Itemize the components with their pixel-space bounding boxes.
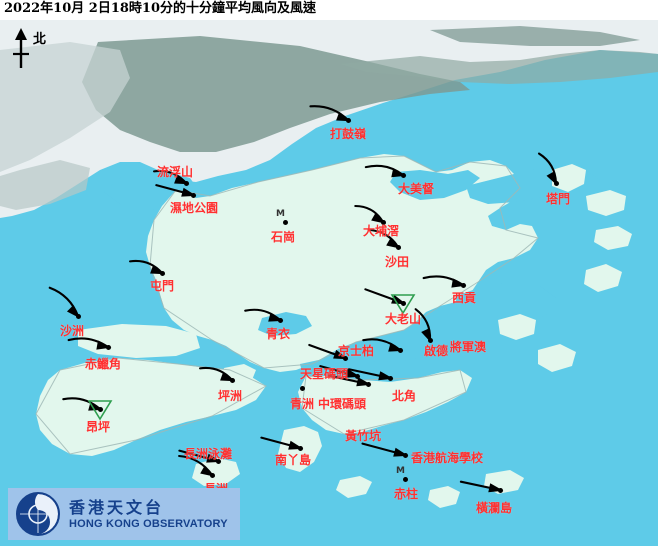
hko-wordmark: 香港天文台 HONG KONG OBSERVATORY (69, 498, 228, 531)
station-dot-sai-kung[interactable] (460, 282, 466, 288)
station-dot-tai-po-kau[interactable] (380, 219, 386, 225)
station-dot-wetland-park[interactable] (190, 192, 196, 198)
station-dot-sha-chau[interactable] (75, 313, 81, 319)
station-dot-lau-fau-shan[interactable] (183, 180, 189, 186)
station-dot-kai-tak[interactable] (397, 347, 403, 353)
map-canvas[interactable]: 打鼓嶺流浮山濕地公園 M 石崗 大美督塔門大埔滘沙田屯門沙洲赤鱲角 青衣 大老山 西貢將軍澳… (0, 20, 658, 546)
station-label-tai-po-kau[interactable]: 大埔滘 (363, 224, 400, 238)
station-dot-tseung-kwan-o[interactable] (427, 337, 433, 343)
station-dot-tates-cairn[interactable] (400, 300, 406, 306)
station-label-green-island[interactable]: 青洲 (290, 397, 315, 411)
station-label-sai-kung[interactable]: 西貢 (452, 291, 477, 305)
north-arrow-icon (13, 28, 29, 68)
wind-barb-layer (48, 105, 558, 493)
station-dot-tap-mun[interactable] (553, 180, 559, 186)
station-dot-cheung-chau-beach[interactable] (215, 458, 221, 464)
station-dot-central-pier[interactable] (365, 381, 371, 387)
station-label-kai-tak[interactable]: 啟德 (424, 344, 449, 358)
station-label-stanley[interactable]: 赤柱 (394, 487, 419, 501)
wind-barb-sai-kung (422, 275, 467, 288)
hko-name-cn: 香港天文台 (69, 497, 165, 517)
station-label-sea-school[interactable]: 香港航海學校 (411, 451, 484, 465)
station-label-tap-mun[interactable]: 塔門 (546, 192, 571, 206)
station-label-star-ferry[interactable]: 天星碼頭 (300, 367, 349, 381)
north-arrow: 北 (5, 26, 59, 72)
station-dot-sha-tin[interactable] (395, 244, 401, 250)
hko-logo: 香港天文台 HONG KONG OBSERVATORY (8, 488, 240, 540)
station-label-tsing-yi[interactable]: 青衣 (266, 327, 291, 341)
station-label-waglan-island[interactable]: 橫瀾島 (476, 501, 513, 515)
page-title: 2022年10月 2日18時10分的十分鐘平均風向及風速 (4, 1, 317, 16)
station-dot-stanley[interactable] (402, 476, 408, 482)
station-label-sha-chau[interactable]: 沙洲 (60, 324, 85, 338)
hko-swirl-logo-icon (16, 492, 60, 536)
station-label-central-pier[interactable]: 中環碼頭 (318, 397, 367, 411)
station-dot-peng-chau[interactable] (229, 377, 235, 383)
station-dot-sea-school[interactable] (402, 452, 408, 458)
station-dot-north-point[interactable] (387, 375, 393, 381)
station-dot-chek-lap-kok[interactable] (105, 344, 111, 350)
station-dot-green-island[interactable] (299, 385, 305, 391)
station-dot-kings-park[interactable] (342, 355, 348, 361)
station-label-wong-chuk-hang[interactable]: 黃竹坑 (345, 429, 382, 443)
wind-barb-sea-school (361, 442, 409, 457)
station-label-kings-park[interactable]: 京士柏 (338, 344, 375, 358)
hko-name-en: HONG KONG OBSERVATORY (69, 517, 228, 530)
station-label-tates-cairn[interactable]: 大老山 (385, 312, 422, 326)
station-label-lamma-island[interactable]: 南丫島 (275, 453, 312, 467)
station-dot-shek-kong[interactable] (282, 219, 288, 225)
wind-barb-chek-lap-kok (67, 337, 112, 350)
station-label-cheung-chau-beach[interactable]: 長洲泳灘 (184, 447, 233, 461)
station-dot-star-ferry[interactable] (354, 373, 360, 379)
lantau-island (36, 358, 266, 456)
station-dot-waglan-island[interactable] (497, 487, 503, 493)
manned-station-marker-stanley: M (396, 466, 405, 476)
station-label-north-point[interactable]: 北角 (392, 389, 417, 403)
manned-station-marker-shek-kong: M (276, 209, 285, 219)
north-label: 北 (33, 32, 47, 47)
station-label-tuen-mun[interactable]: 屯門 (150, 279, 175, 293)
station-label-lau-fau-shan[interactable]: 流浮山 (157, 165, 194, 179)
station-label-tai-mei-tuk[interactable]: 大美督 (398, 182, 435, 196)
station-dot-lamma-island[interactable] (297, 445, 303, 451)
hong-kong-island (298, 370, 472, 434)
station-dot-tai-mei-tuk[interactable] (400, 172, 406, 178)
station-label-shek-kong[interactable]: 石崗 (271, 230, 296, 244)
station-label-chek-lap-kok[interactable]: 赤鱲角 (85, 357, 122, 371)
station-label-tseung-kwan-o[interactable]: 將軍澳 (450, 340, 487, 354)
station-dot-ta-kwu-ling[interactable] (345, 117, 351, 123)
station-dot-tuen-mun[interactable] (159, 270, 165, 276)
station-label-ngong-ping[interactable]: 昂坪 (86, 420, 111, 434)
station-label-peng-chau[interactable]: 坪洲 (218, 389, 243, 403)
station-label-wetland-park[interactable]: 濕地公園 (170, 201, 219, 215)
station-dot-ngong-ping[interactable] (97, 406, 103, 412)
station-dot-cheung-chau[interactable] (209, 472, 215, 478)
station-overlay: 打鼓嶺流浮山濕地公園 M 石崗 大美督塔門大埔滘沙田屯門沙洲赤鱲角 青衣 大老山 西貢將軍澳… (0, 20, 658, 546)
station-label-ta-kwu-ling[interactable]: 打鼓嶺 (330, 127, 367, 141)
station-dot-tsing-yi[interactable] (277, 317, 283, 323)
station-label-sha-tin[interactable]: 沙田 (385, 255, 410, 269)
